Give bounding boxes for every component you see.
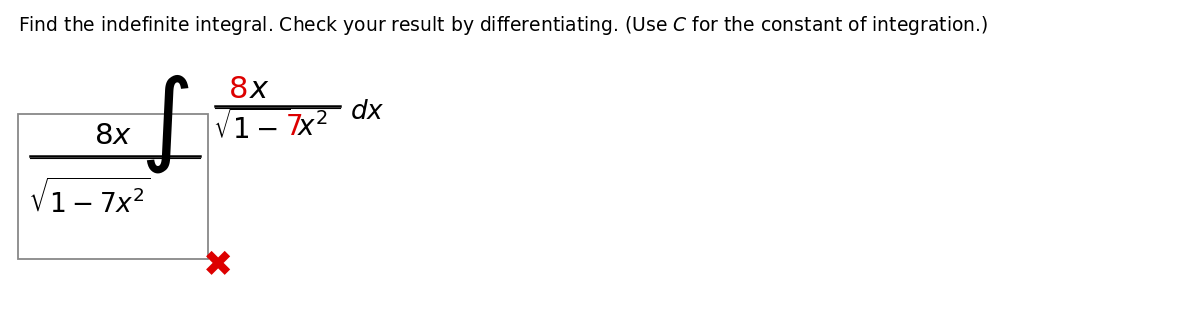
Text: $8$: $8$ (228, 75, 247, 103)
Text: $dx$: $dx$ (350, 99, 384, 125)
Text: $8x$: $8x$ (94, 122, 132, 150)
Text: ✖: ✖ (203, 249, 233, 283)
Text: $\int$: $\int$ (140, 72, 190, 175)
Text: $x$: $x$ (250, 76, 270, 105)
Text: Find the indefinite integral. Check your result by differentiating. (Use $\mathi: Find the indefinite integral. Check your… (18, 14, 989, 37)
Bar (18, 114, 208, 259)
Text: $\sqrt{1-}$: $\sqrt{1-}$ (214, 109, 290, 145)
Text: $x^2$: $x^2$ (298, 112, 328, 142)
Text: $\sqrt{1-7x^2}$: $\sqrt{1-7x^2}$ (28, 180, 150, 219)
Text: $7$: $7$ (286, 113, 302, 141)
